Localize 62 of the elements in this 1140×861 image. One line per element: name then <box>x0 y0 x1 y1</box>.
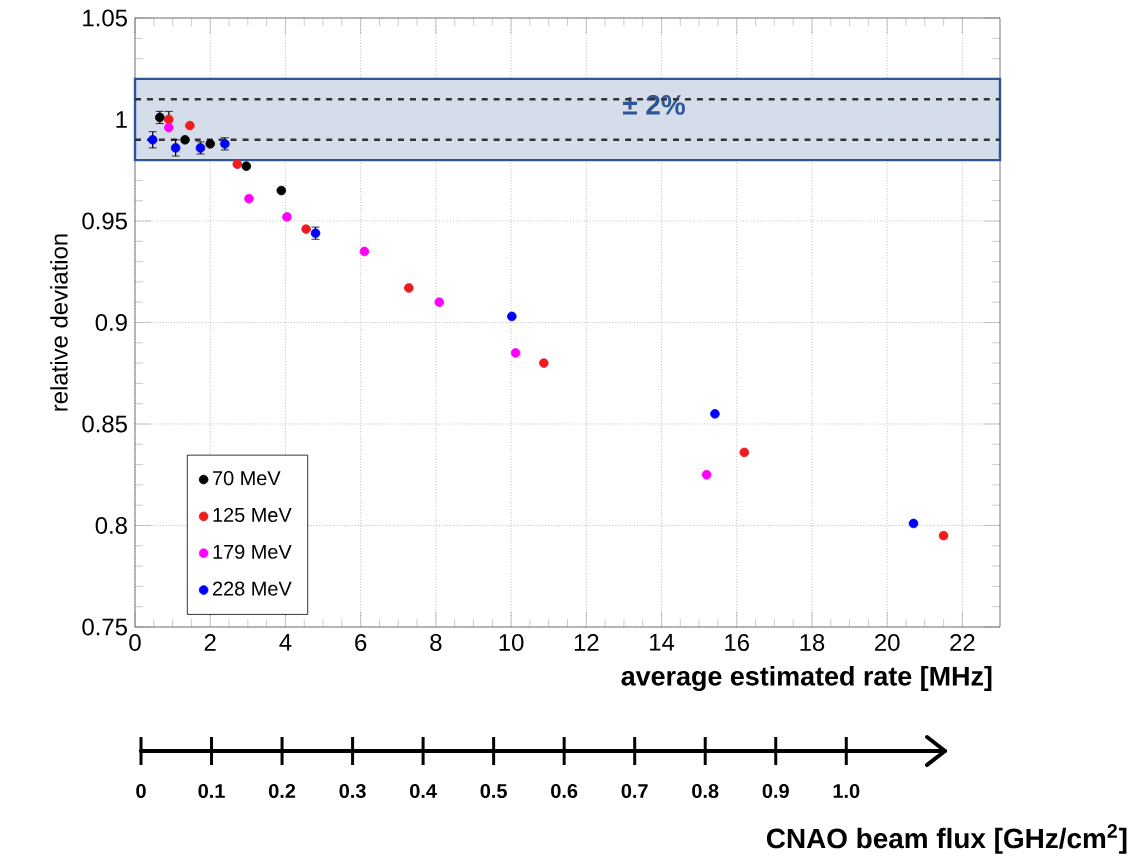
point <box>232 159 243 169</box>
x-tick-label: 8 <box>430 634 442 651</box>
legend-label: 179 MeV <box>213 544 292 559</box>
point <box>359 246 370 257</box>
x2-tick-label: 0.3 <box>339 783 366 799</box>
point <box>938 530 949 541</box>
x2-tick-label: 0.4 <box>410 783 437 799</box>
x2-tick-label: 0.9 <box>762 783 789 799</box>
band-label: ± 2% <box>622 95 685 115</box>
point <box>701 469 712 480</box>
x-tick-label: 4 <box>279 634 292 651</box>
x-tick-label: 12 <box>574 634 599 651</box>
x2-tick-label: 0.1 <box>198 783 225 799</box>
x-axis-title: average estimated rate [MHz] <box>621 665 992 692</box>
x-tick-label: 2 <box>204 634 216 651</box>
point <box>276 185 287 196</box>
y-axis-title: relative deviation <box>50 234 68 411</box>
y-tick-label: 0.8 <box>95 517 127 534</box>
point <box>164 122 174 133</box>
point <box>282 212 292 222</box>
legend-label: 125 MeV <box>213 507 292 523</box>
x-tick-label: 10 <box>499 634 524 651</box>
point <box>510 348 521 358</box>
legend-label: 228 MeV <box>213 581 292 596</box>
x2-tick-label: 1.0 <box>833 783 860 799</box>
point <box>710 409 720 419</box>
x2-tick-label: 0.8 <box>692 783 719 799</box>
point <box>241 161 252 171</box>
x2-tick-label: 0.7 <box>621 783 648 799</box>
point <box>539 358 549 368</box>
point <box>908 518 919 529</box>
x2-axis-title: CNAO beam flux [GHz/cm$^{2}$] <box>766 824 1127 854</box>
x-tick-label: 14 <box>650 634 675 651</box>
x-tick-label: 6 <box>355 634 367 651</box>
y-tick-label: 0.9 <box>95 314 127 331</box>
point <box>164 114 174 125</box>
point <box>244 193 254 204</box>
x-tick-label: 18 <box>800 634 825 651</box>
x-tick-label: 22 <box>950 634 975 651</box>
legend-label: 70 MeV <box>213 471 281 486</box>
point <box>301 224 311 234</box>
point <box>434 297 445 307</box>
x-tick-label: 20 <box>875 634 900 651</box>
y-tick-label: 0.95 <box>82 212 127 230</box>
y-tick-label: 1 <box>116 111 127 128</box>
y-tick-label: 0.85 <box>82 415 127 433</box>
point <box>205 139 215 149</box>
point <box>170 143 181 153</box>
point <box>739 447 750 458</box>
y-tick-label: 1.05 <box>83 9 127 27</box>
point <box>185 120 195 131</box>
x2-tick-label: 0.5 <box>480 783 507 799</box>
point <box>147 135 158 145</box>
x-tick-label: 16 <box>725 634 749 651</box>
point <box>404 283 414 293</box>
x2-tick-label: 0.6 <box>551 783 578 799</box>
x-tick-label: 0 <box>129 634 141 651</box>
x2-tick-label: 0.2 <box>268 783 296 799</box>
x2-tick-label: 0 <box>136 783 146 799</box>
point <box>507 311 517 322</box>
point <box>180 135 190 145</box>
y-tick-label: 0.75 <box>82 618 127 636</box>
